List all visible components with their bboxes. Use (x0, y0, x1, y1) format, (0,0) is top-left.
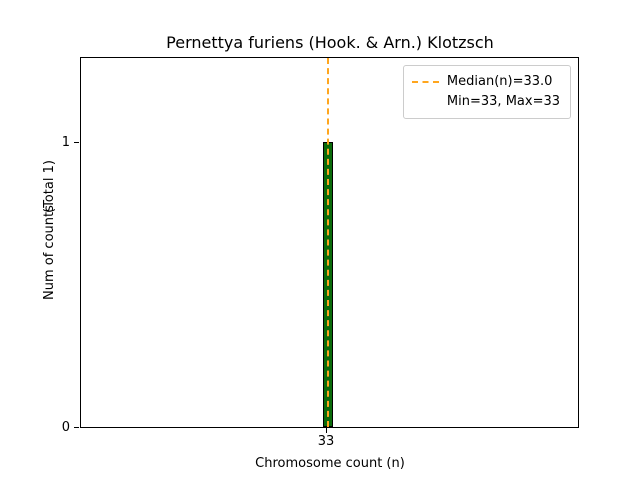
legend: Median(n)=33.0 Min=33, Max=33 (402, 65, 571, 119)
legend-spacer (412, 101, 439, 103)
x-tick-label-33: 33 (317, 434, 335, 449)
legend-row-minmax: Min=33, Max=33 (412, 92, 560, 112)
chart-title: Pernettya furiens (Hook. & Arn.) Klotzsc… (166, 33, 494, 52)
median-line-swatch (411, 81, 439, 83)
median-dashed-line (327, 58, 329, 427)
x-axis-label: Chromosome count (n) (255, 456, 405, 471)
legend-row-median: Median(n)=33.0 (411, 72, 560, 92)
x-tick-mark-33 (326, 428, 327, 433)
y-axis-label: Num of counts (42, 205, 57, 300)
y-tick-mark-1 (74, 142, 79, 143)
y-tick-mark-0 (74, 427, 79, 428)
y-tick-label-0: 0 (61, 420, 70, 435)
legend-median-label: Median(n)=33.0 (446, 74, 553, 89)
plot-area: Median(n)=33.0 Min=33, Max=33 (80, 57, 579, 428)
y-tick-label-1: 1 (61, 135, 70, 150)
legend-minmax-label: Min=33, Max=33 (446, 94, 560, 109)
